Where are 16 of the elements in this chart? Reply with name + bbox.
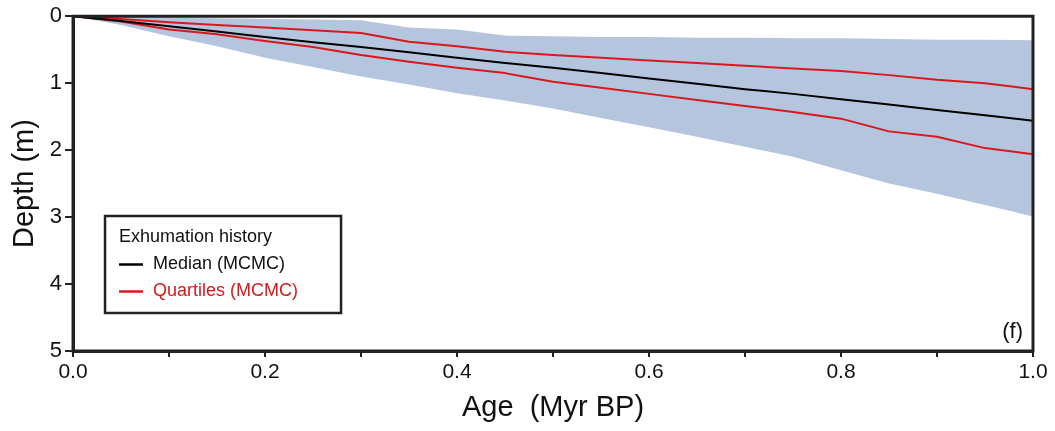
x-axis-title: Age (Myr BP): [461, 389, 645, 422]
x-tick-label: 0.2: [250, 359, 280, 383]
y-tick-label: 3: [49, 203, 63, 229]
y-tick-label: 4: [49, 270, 63, 296]
y-tick-label: 2: [49, 136, 63, 162]
y-tick-label: 1: [49, 69, 63, 95]
x-tick-label: 0.8: [826, 359, 856, 383]
y-axis-title: Depth (m): [7, 119, 40, 249]
legend-label: Median (MCMC): [153, 253, 286, 274]
x-tick-label: 0.4: [442, 359, 472, 383]
legend-title: Exhumation history: [119, 226, 273, 247]
annotation: (f): [1002, 318, 1023, 344]
y-tick-label: 0: [49, 2, 63, 28]
legend-label: Quartiles (MCMC): [153, 280, 299, 301]
x-tick-label: 1.0: [1018, 359, 1048, 383]
x-tick-label: 0.6: [634, 359, 664, 383]
